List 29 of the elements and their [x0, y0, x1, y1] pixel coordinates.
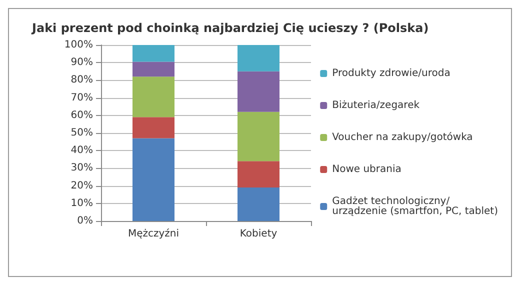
legend-label: Nowe ubrania: [332, 164, 402, 175]
y-tick-label: 10%: [70, 198, 93, 209]
x-tick-label: Mężczyźni: [128, 228, 180, 240]
y-tick-label: 0%: [77, 216, 93, 226]
bar: [238, 188, 280, 221]
y-tick-label: 90%: [70, 57, 93, 68]
y-tick-label: 60%: [70, 110, 93, 121]
bar: [132, 138, 174, 221]
y-tick-label: 70%: [70, 92, 93, 104]
y-tick-label: 80%: [70, 74, 93, 86]
bar: [132, 76, 174, 118]
chart-title: Jaki prezent pod choinką najbardziej Cię ucieszy ? (Polska): [31, 21, 429, 35]
bar: [132, 45, 174, 62]
bar: [238, 112, 280, 162]
legend-label: Produkty zdrowie/uroda: [332, 68, 450, 79]
y-tick-label: 100%: [64, 40, 93, 50]
bar: [238, 71, 280, 112]
bar: [238, 45, 280, 72]
bar: [132, 62, 174, 77]
y-tick-label: 20%: [70, 180, 93, 192]
y-tick-label: 50%: [70, 128, 93, 138]
legend-label: Gadżet technologiczny/urządzenie (smartfon, PC, tablet): [332, 196, 498, 217]
bar: [238, 161, 280, 188]
y-tick-label: 30%: [70, 162, 93, 174]
legend-label: Biżuteria/zegarek: [332, 100, 420, 111]
y-tick-label: 40%: [70, 145, 93, 156]
bar: [132, 117, 174, 138]
x-tick-label: Kobiety: [240, 228, 278, 240]
legend-label: Voucher na zakupy/gotówka: [332, 132, 473, 143]
